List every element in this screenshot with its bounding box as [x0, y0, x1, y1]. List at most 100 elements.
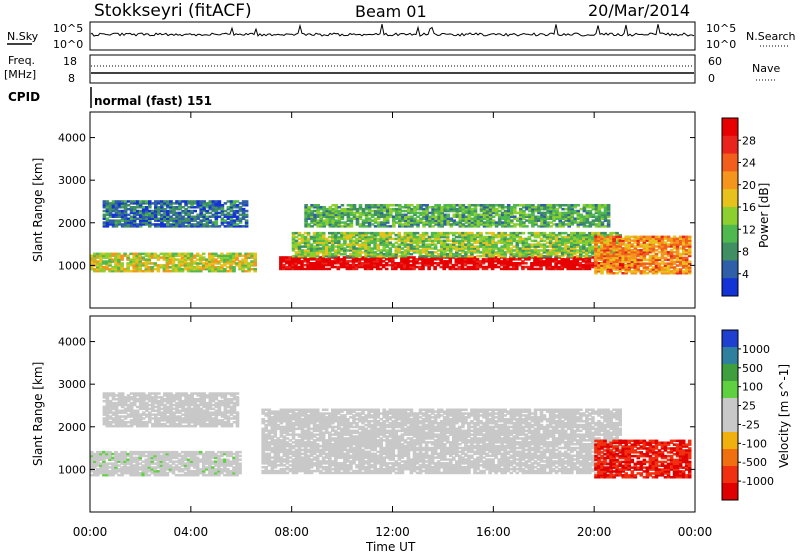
heatmap-cell	[455, 207, 460, 211]
heatmap-cell	[111, 225, 116, 228]
heatmap-cell	[187, 211, 191, 215]
heatmap-cell	[310, 209, 314, 213]
heatmap-cell	[534, 209, 538, 213]
heatmap-cell	[428, 219, 432, 222]
heatmap-cell	[285, 262, 289, 265]
heatmap-cell	[129, 473, 133, 477]
heatmap-cell	[666, 250, 671, 254]
heatmap-cell	[560, 247, 565, 250]
heatmap-cell	[147, 262, 152, 265]
heatmap-cell	[439, 260, 443, 263]
heatmap-cell	[367, 219, 372, 222]
freq-unit: [MHz]	[4, 68, 36, 81]
heatmap-cell	[111, 398, 116, 401]
heatmap-cell	[530, 265, 534, 269]
heatmap-cell	[157, 209, 161, 213]
heatmap-cell	[324, 243, 329, 246]
heatmap-cell	[570, 219, 575, 222]
heatmap-cell	[310, 221, 314, 224]
heatmap-cell	[515, 265, 519, 269]
heatmap-cell	[609, 272, 613, 275]
heatmap-cell	[431, 206, 435, 209]
heatmap-cell	[340, 235, 344, 239]
heatmap-cell	[306, 247, 311, 250]
heatmap-cell	[479, 255, 483, 258]
heatmap-cell	[135, 217, 140, 220]
heatmap-cell	[193, 225, 197, 228]
heatmap-cell	[427, 239, 432, 243]
heatmap-cell	[464, 221, 469, 224]
heatmap-cell	[114, 260, 118, 263]
heatmap-cell	[250, 260, 254, 263]
heatmap-cell	[138, 211, 143, 215]
heatmap-cell	[226, 471, 230, 475]
heatmap-cell	[186, 262, 191, 265]
heatmap-cell	[579, 251, 583, 254]
heatmap-cell	[148, 223, 152, 226]
heatmap-cell	[558, 215, 562, 218]
heatmap-cell	[612, 249, 616, 252]
heatmap-cell	[663, 249, 668, 252]
heatmap-cell	[309, 262, 313, 265]
heatmap-cell	[648, 241, 653, 244]
heatmap-cell	[111, 405, 116, 409]
heatmap-cell	[105, 267, 109, 271]
heatmap-cell	[500, 237, 504, 241]
heatmap-cell	[654, 241, 659, 244]
heatmap-cell	[325, 207, 329, 211]
heatmap-cell	[205, 468, 209, 471]
heatmap-cell	[585, 241, 589, 244]
heatmap-cell	[528, 209, 532, 213]
heatmap-cell	[536, 245, 541, 248]
heatmap-cell	[603, 217, 608, 220]
heatmap-cell	[355, 211, 360, 215]
heatmap-cell	[154, 225, 158, 228]
heatmap-cell	[525, 225, 529, 228]
heatmap-cell	[406, 256, 410, 259]
heatmap-cell	[334, 233, 338, 237]
heatmap-cell	[422, 213, 426, 217]
heatmap-cell	[349, 249, 353, 252]
heatmap-cell	[485, 217, 490, 220]
heatmap-cell	[241, 211, 246, 215]
heatmap-cell	[530, 255, 535, 258]
heatmap-cell	[349, 237, 353, 241]
heatmap-cell	[205, 266, 209, 269]
heatmap-cell	[572, 263, 577, 267]
heatmap-cell	[672, 266, 677, 269]
heatmap-cell	[159, 471, 164, 475]
heatmap-cell	[594, 256, 598, 260]
heatmap-cell	[567, 219, 571, 222]
heatmap-cell	[672, 237, 677, 240]
heatmap-cell	[591, 215, 596, 218]
heatmap-cell	[99, 452, 103, 456]
heatmap-cell	[108, 392, 113, 395]
heatmap-cell	[525, 207, 529, 211]
heatmap-cell	[594, 264, 598, 267]
heatmap-cell	[487, 263, 492, 267]
heatmap-cell	[150, 454, 155, 458]
heatmap-cell	[90, 466, 94, 469]
heatmap-cell	[250, 254, 254, 257]
heatmap-cell	[539, 245, 544, 248]
heatmap-cell	[171, 260, 176, 263]
heatmap-cell	[403, 231, 408, 235]
heatmap-cell	[639, 249, 644, 252]
heatmap-cell	[513, 223, 517, 226]
heatmap-cell	[557, 249, 562, 252]
heatmap-cell	[494, 235, 498, 239]
heatmap-cell	[238, 225, 243, 228]
heatmap-cell	[406, 247, 411, 250]
heatmap-cell	[201, 470, 206, 473]
heatmap-cell	[564, 223, 568, 226]
heatmap-cell	[132, 223, 137, 226]
heatmap-cell	[247, 266, 251, 269]
heatmap-cell	[102, 407, 107, 411]
heatmap-cell	[406, 245, 411, 248]
heatmap-cell	[642, 239, 647, 242]
heatmap-cell	[294, 263, 298, 267]
heatmap-cell	[566, 235, 571, 239]
heatmap-cell	[678, 254, 683, 258]
heatmap-cell	[168, 252, 173, 256]
heatmap-cell	[220, 209, 225, 213]
